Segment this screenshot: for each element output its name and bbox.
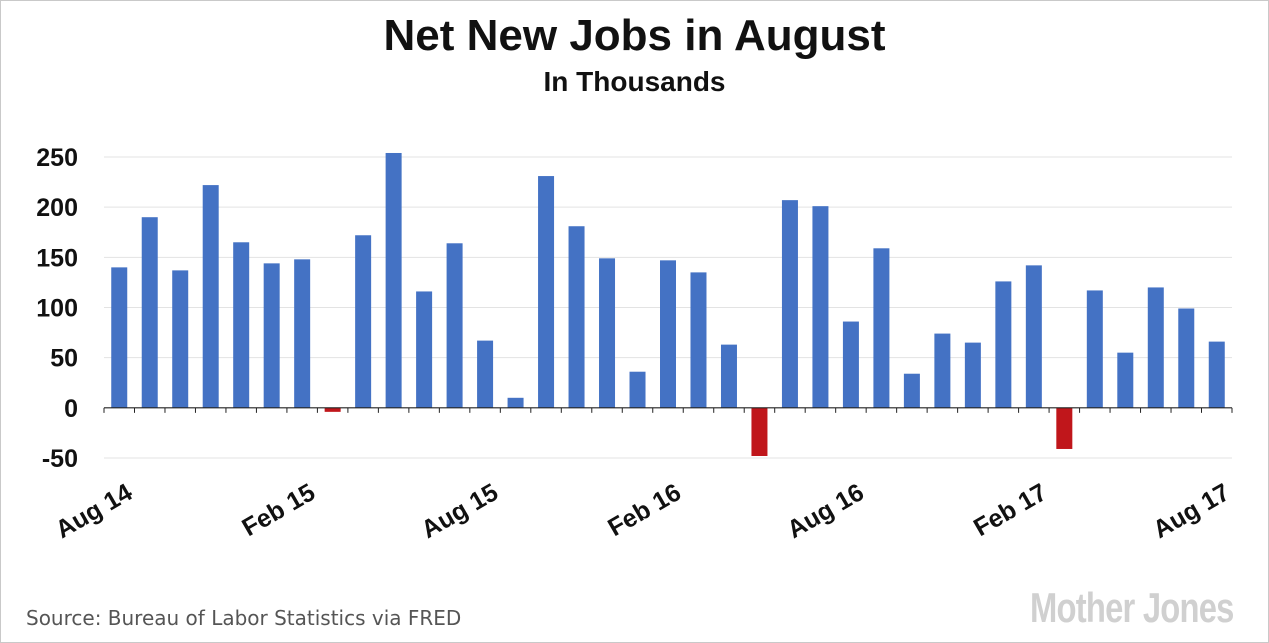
bar-aug-15 (477, 340, 494, 408)
x-axis (103, 407, 1233, 413)
bar-nov-16 (934, 333, 951, 408)
bar-mar-15 (324, 407, 341, 412)
bar-jun-15 (416, 291, 433, 408)
bar-may-17 (1117, 352, 1134, 408)
bar-jun-17 (1147, 287, 1164, 408)
mother-jones-logo: Mother Jones (1030, 584, 1234, 631)
bar-nov-15 (568, 226, 585, 408)
bar-chart: -50 0 50 100 150 200 250 Aug 14 Feb 15 Aug 15 Feb… (36, 144, 1235, 544)
y-tick-label: 250 (36, 144, 78, 172)
bar-dec-15 (599, 258, 616, 408)
bar-feb-17 (1025, 265, 1042, 408)
chart-title: Net New Jobs in August (383, 11, 886, 60)
x-tick-label: Feb 16 (603, 478, 686, 542)
bar-nov-14 (202, 185, 219, 408)
y-tick-label: 0 (64, 395, 78, 423)
bar-aug-17 (1208, 341, 1225, 408)
x-axis-labels: Aug 14 Feb 15 Aug 15 Feb 16 Aug 16 Feb 17 Aug … (51, 478, 1235, 544)
bar-jan-16 (629, 371, 646, 408)
bar-feb-16 (660, 260, 676, 408)
bar-oct-15 (538, 176, 555, 408)
bar-mar-16 (690, 272, 707, 408)
bar-oct-16 (903, 373, 920, 408)
bar-may-16 (751, 407, 768, 456)
x-tick-label: Feb 15 (237, 478, 320, 542)
y-tick-label: 50 (50, 345, 78, 373)
y-axis-labels: -50 0 50 100 150 200 250 (36, 144, 78, 473)
bar-apr-17 (1086, 290, 1103, 408)
x-tick-label: Aug 15 (417, 478, 503, 544)
bar-jul-15 (446, 243, 463, 408)
source-note: Source: Bureau of Labor Statistics via F… (26, 606, 462, 630)
bar-feb-15 (294, 259, 311, 408)
bar-jan-15 (263, 263, 280, 408)
bar-jun-16 (781, 200, 798, 408)
bar-jul-17 (1178, 308, 1195, 408)
bar-aug-14 (111, 267, 128, 408)
bar-apr-15 (355, 235, 372, 408)
bar-jan-17 (995, 281, 1012, 408)
x-tick-label: Aug 16 (783, 478, 869, 544)
bar-oct-14 (172, 270, 189, 408)
bar-sep-14 (141, 217, 158, 408)
x-tick-label: Aug 14 (51, 478, 137, 544)
bar-sep-15 (507, 397, 524, 408)
y-tick-label: 150 (36, 244, 78, 272)
y-tick-label: -50 (42, 445, 78, 473)
bar-aug-16 (842, 321, 859, 408)
y-tick-label: 100 (36, 295, 78, 323)
bar-jul-16 (812, 206, 829, 408)
chart-subtitle: In Thousands (543, 66, 726, 97)
bar-dec-16 (964, 342, 981, 408)
x-tick-label: Feb 17 (969, 478, 1052, 542)
bar-may-15 (385, 152, 402, 408)
bars (111, 152, 1225, 456)
bar-mar-17 (1056, 407, 1073, 449)
y-tick-label: 200 (36, 194, 78, 222)
bar-apr-16 (720, 344, 737, 408)
bar-sep-16 (873, 248, 890, 408)
bar-dec-14 (233, 242, 250, 408)
x-tick-label: Aug 17 (1148, 478, 1234, 544)
